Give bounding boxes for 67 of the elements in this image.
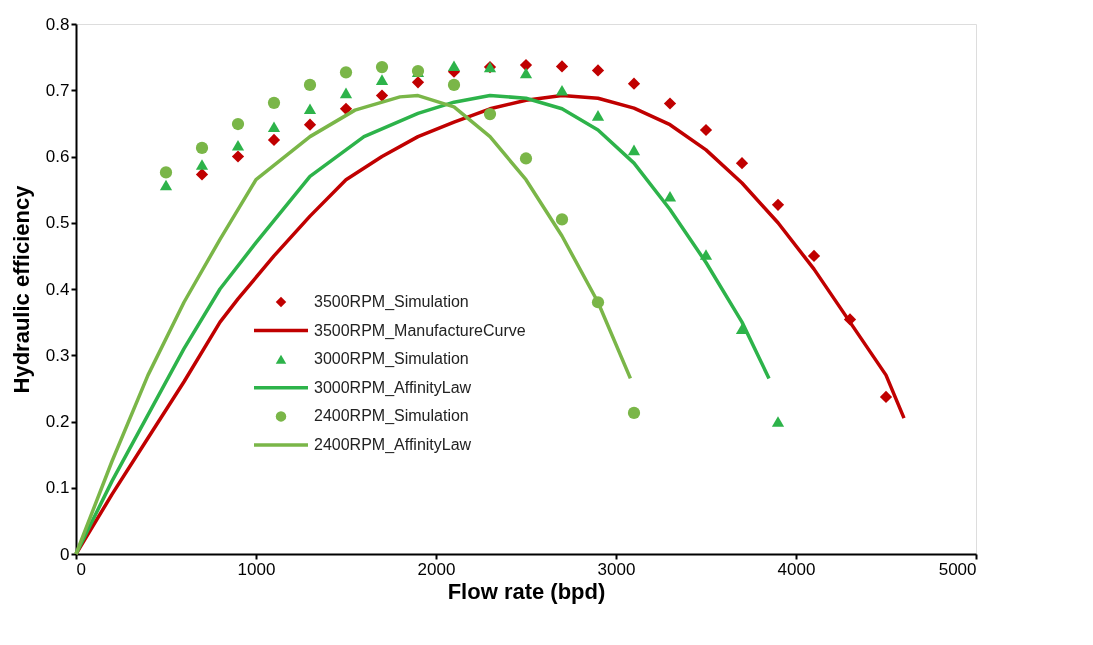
point xyxy=(303,103,317,115)
point xyxy=(195,141,209,154)
legend-label: 3500RPM_Simulation xyxy=(314,293,469,311)
point xyxy=(519,58,533,72)
point xyxy=(267,133,281,147)
y-axis-title: Hydraulic efficiency xyxy=(8,184,34,394)
x-axis-title: Flow rate (bpd) xyxy=(447,578,606,604)
point xyxy=(663,97,677,110)
point xyxy=(555,60,569,73)
point xyxy=(303,118,317,131)
point xyxy=(375,74,389,85)
point xyxy=(375,60,389,74)
x-tick-label: 3000 xyxy=(597,559,636,579)
y-tick-label: 0.1 xyxy=(45,478,70,498)
point xyxy=(591,64,605,77)
point xyxy=(267,96,281,109)
point xyxy=(159,179,173,191)
legend-label: 2400RPM_Simulation xyxy=(314,407,469,426)
point xyxy=(375,89,389,102)
point xyxy=(447,78,461,92)
point xyxy=(303,78,317,92)
x-tick-label: 0 xyxy=(76,559,86,579)
point xyxy=(627,406,641,419)
legend-label: 3000RPM_Simulation xyxy=(314,350,469,369)
point xyxy=(231,139,245,151)
point xyxy=(519,152,533,165)
legend-label: 2400RPM_AffinityLaw xyxy=(314,436,472,454)
point xyxy=(339,102,353,115)
point xyxy=(663,190,677,202)
point xyxy=(735,157,749,170)
y-tick-label: 0.8 xyxy=(45,14,70,34)
point xyxy=(339,66,353,79)
point xyxy=(591,110,605,121)
point xyxy=(159,166,173,179)
y-tick-label: 0.4 xyxy=(45,279,70,299)
legend-label: 3000RPM_AffinityLaw xyxy=(314,378,472,397)
point xyxy=(411,76,425,89)
y-tick-label: 0.7 xyxy=(45,80,70,100)
line-series xyxy=(74,93,633,556)
point xyxy=(231,117,245,131)
point xyxy=(807,249,821,262)
point xyxy=(195,159,209,170)
x-tick-label: 5000 xyxy=(938,559,977,579)
y-tick-label: 0.6 xyxy=(45,147,70,166)
point xyxy=(267,121,281,132)
x-tick-label: 2000 xyxy=(417,559,456,579)
x-tick-label: 4000 xyxy=(777,559,816,579)
y-tick-label: 0.2 xyxy=(45,412,70,431)
point xyxy=(231,150,245,163)
point xyxy=(627,77,641,90)
point xyxy=(195,168,209,181)
point xyxy=(339,87,353,99)
point xyxy=(879,390,893,404)
point xyxy=(483,107,497,121)
legend-label: 3500RPM_ManufactureCurve xyxy=(314,321,526,340)
point xyxy=(555,213,569,226)
y-tick-label: 0.5 xyxy=(45,213,70,233)
x-tick-label: 1000 xyxy=(237,559,276,579)
point xyxy=(627,144,641,156)
point xyxy=(771,416,785,427)
y-tick-label: 0 xyxy=(60,544,70,564)
point xyxy=(447,60,461,72)
point xyxy=(519,67,533,79)
point xyxy=(699,123,713,137)
point xyxy=(771,198,785,211)
y-tick-label: 0.3 xyxy=(45,345,70,365)
point xyxy=(555,84,569,96)
